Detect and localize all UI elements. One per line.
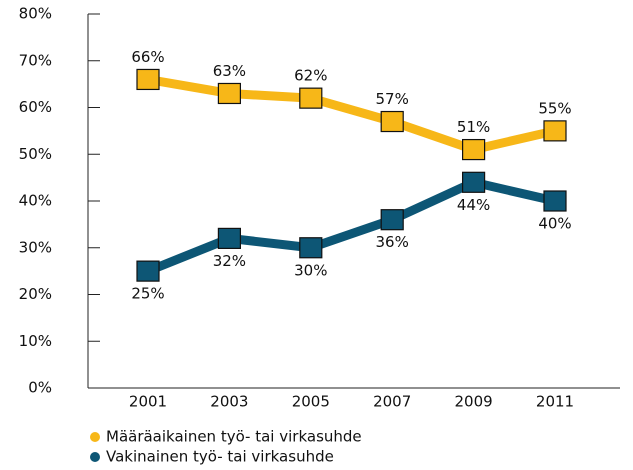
legend-marker bbox=[90, 452, 100, 462]
y-tick-label: 70% bbox=[19, 51, 52, 69]
marker bbox=[299, 237, 323, 259]
series-line bbox=[146, 177, 557, 276]
x-tick-label: 2003 bbox=[210, 393, 248, 411]
x-tick-label: 2007 bbox=[373, 393, 411, 411]
data-label: 51% bbox=[457, 118, 490, 136]
marker bbox=[543, 120, 567, 142]
data-label: 55% bbox=[538, 99, 571, 117]
marker bbox=[217, 82, 241, 105]
series-line bbox=[147, 75, 557, 155]
legend-label: Vakinainen työ- tai virkasuhde bbox=[106, 448, 334, 466]
data-label: 30% bbox=[294, 261, 327, 279]
y-tick-label: 60% bbox=[19, 98, 52, 116]
marker bbox=[136, 260, 160, 282]
data-label: 44% bbox=[457, 196, 490, 214]
y-tick-label: 30% bbox=[19, 238, 52, 256]
legend-label: Määräaikainen työ- tai virkasuhde bbox=[106, 428, 362, 446]
y-tick-label: 50% bbox=[19, 145, 52, 163]
marker bbox=[299, 87, 323, 109]
marker bbox=[136, 68, 160, 91]
marker bbox=[380, 110, 404, 133]
data-label: 66% bbox=[131, 48, 164, 66]
y-tick-label: 0% bbox=[28, 379, 52, 397]
data-label: 36% bbox=[376, 233, 409, 251]
data-label: 40% bbox=[538, 215, 571, 233]
y-tick-label: 20% bbox=[19, 285, 52, 303]
y-tick-label: 10% bbox=[19, 332, 52, 350]
marker bbox=[543, 190, 567, 212]
y-tick-label: 80% bbox=[19, 5, 52, 23]
data-label: 57% bbox=[376, 90, 409, 108]
data-label: 32% bbox=[213, 252, 246, 270]
x-tick-label: 2009 bbox=[455, 393, 493, 411]
x-tick-label: 2001 bbox=[129, 393, 167, 411]
marker bbox=[217, 227, 241, 249]
marker bbox=[462, 171, 486, 193]
data-label: 25% bbox=[131, 285, 164, 303]
x-tick-label: 2005 bbox=[292, 393, 330, 411]
data-label: 62% bbox=[294, 67, 327, 85]
legend-marker bbox=[90, 432, 100, 442]
data-label: 63% bbox=[213, 62, 246, 80]
x-tick-label: 2011 bbox=[536, 393, 574, 411]
y-tick-label: 40% bbox=[19, 192, 52, 210]
marker bbox=[380, 209, 404, 231]
marker bbox=[462, 138, 486, 161]
